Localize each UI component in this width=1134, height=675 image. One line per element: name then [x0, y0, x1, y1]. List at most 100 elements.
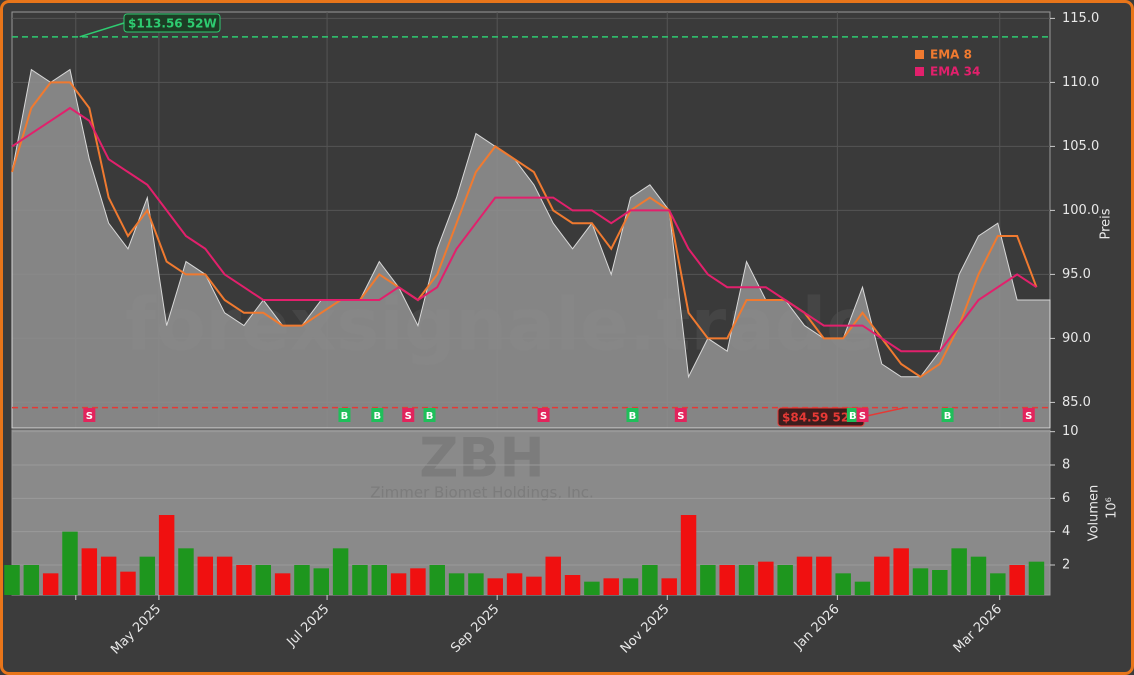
price-area [11, 68, 1051, 429]
volume-bar [429, 565, 445, 595]
volume-bar [835, 573, 851, 595]
legend-swatch [915, 67, 924, 76]
y-tick-label: 95.0 [1062, 267, 1091, 282]
volume-bar [332, 548, 349, 595]
volume-bar [719, 565, 735, 595]
volume-bar [448, 573, 465, 595]
signal-marker [83, 408, 96, 422]
signal-label: S [540, 411, 547, 422]
signal-marker [537, 408, 550, 422]
y-tick-label: 100.0 [1062, 203, 1099, 218]
y-tick-label: 4 [1062, 524, 1070, 539]
ema-line [11, 81, 1038, 378]
y-tick-label: 85.0 [1062, 395, 1091, 410]
y-tick-label: 90.0 [1062, 331, 1091, 346]
volume-bar [854, 581, 871, 595]
volume-bar [178, 548, 194, 595]
annotation-box [123, 13, 221, 33]
volume-bar [371, 565, 387, 595]
y-tick-label: 110.0 [1062, 75, 1099, 90]
volume-bar [255, 565, 272, 595]
signal-label: S [859, 411, 866, 422]
annotation-label: $113.56 52W [128, 17, 217, 31]
volume-bar [120, 571, 136, 595]
annotation-arrow [861, 406, 906, 418]
signal-label: B [944, 411, 952, 422]
signal-marker [626, 408, 639, 422]
legend-swatch [915, 50, 924, 59]
x-tick-label: May 2025 [108, 602, 164, 658]
y-axis-label: Preis [1099, 208, 1114, 239]
volume-bar [932, 570, 948, 595]
signal-marker [338, 408, 351, 422]
volume-bar [100, 556, 117, 595]
y-tick-label: 2 [1062, 558, 1070, 573]
signal-label: S [86, 411, 93, 422]
volume-bar [680, 515, 697, 595]
volume-bar [912, 568, 929, 595]
y-tick-label: 105.0 [1062, 139, 1099, 154]
volume-bar [700, 565, 716, 595]
volume-title: ZBH [419, 427, 545, 490]
volume-bar [390, 573, 407, 595]
signal-marker [423, 408, 436, 422]
signal-label: B [374, 411, 382, 422]
volume-bar [313, 568, 330, 595]
volume-bar [874, 556, 890, 595]
volume-bar [158, 515, 175, 595]
volume-bar [236, 565, 252, 595]
volume-bar [622, 578, 639, 595]
annotation-arrow [79, 22, 125, 38]
signal-label: B [849, 411, 857, 422]
volume-bar [564, 575, 581, 595]
volume-bar [1028, 561, 1045, 595]
volume-bar [545, 556, 561, 595]
volume-bar [758, 561, 774, 595]
volume-bar [990, 573, 1006, 595]
signal-marker [941, 408, 954, 422]
signal-marker [856, 408, 869, 422]
volume-bar [410, 568, 426, 595]
signal-marker [674, 408, 687, 422]
volume-bar [951, 548, 967, 595]
volume-bar [970, 556, 987, 595]
y-tick-label: 10 [1062, 424, 1079, 439]
ema-line [11, 106, 1038, 353]
volume-bar [642, 565, 658, 595]
x-tick-label: Mar 2026 [951, 602, 1005, 656]
volume-bar [81, 548, 98, 595]
volume-bar [893, 548, 909, 595]
unit-label: 10⁶ [1105, 497, 1120, 519]
signal-marker [1022, 408, 1035, 422]
volume-bar [139, 556, 156, 595]
volume-bar [62, 531, 78, 595]
signal-label: S [677, 411, 684, 422]
volume-bar [274, 573, 291, 595]
x-tick-label: Sep 2025 [448, 602, 502, 656]
volume-bar [4, 565, 20, 595]
signal-label: B [629, 411, 637, 422]
volume-bar [777, 565, 793, 595]
x-tick-label: Nov 2025 [618, 602, 673, 657]
volume-bar [506, 573, 523, 595]
volume-bar [197, 556, 214, 595]
y-axis-label: Volumen [1087, 485, 1102, 542]
signal-marker [371, 408, 384, 422]
volume-bar [23, 565, 40, 595]
legend-label: EMA 8 [930, 48, 972, 62]
volume-subtitle: Zimmer Biomet Holdings, Inc. [370, 484, 594, 502]
y-tick-label: 6 [1062, 491, 1070, 506]
volume-bar [661, 578, 677, 595]
signal-label: S [405, 411, 412, 422]
signal-label: S [1025, 411, 1032, 422]
y-tick-label: 115.0 [1062, 11, 1099, 26]
volume-bar [796, 556, 813, 595]
volume-bar [1009, 565, 1025, 595]
y-tick-label: 8 [1062, 458, 1070, 473]
volume-bar [42, 573, 59, 595]
volume-bar [738, 565, 755, 595]
volume-bar [294, 565, 310, 595]
volume-bar [584, 581, 600, 595]
volume-bar [816, 556, 832, 595]
